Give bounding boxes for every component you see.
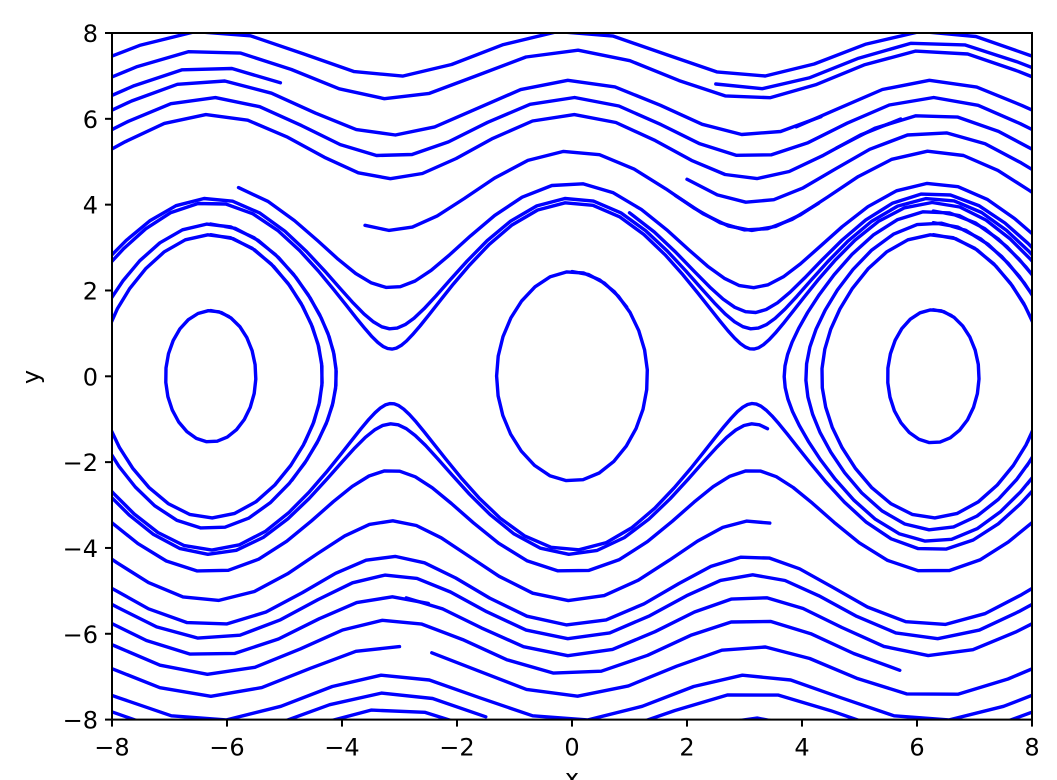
contour-curve — [112, 66, 283, 98]
contour-curve — [112, 422, 770, 556]
contour-curve — [112, 469, 1032, 573]
x-tick-label: −2 — [439, 734, 474, 762]
contour-curve — [112, 95, 1032, 158]
contour-curve — [112, 112, 903, 181]
contour-curve — [820, 233, 1032, 520]
contour-curve — [804, 221, 1032, 532]
x-tick-label: 4 — [794, 734, 809, 762]
contour-curve — [714, 41, 1032, 91]
y-tick-label: 4 — [83, 192, 98, 220]
y-tick-label: 6 — [83, 106, 98, 134]
contour-curve — [112, 691, 488, 720]
contour-curve — [236, 181, 1032, 290]
contour-curve — [112, 78, 823, 137]
contour-curve — [685, 131, 1032, 204]
x-axis-ticks: −8 −6 −4 −2 0 2 4 6 8 — [94, 719, 1040, 762]
y-tick-label: 8 — [83, 20, 98, 48]
x-tick-label: −4 — [324, 734, 359, 762]
y-axis-ticks: −8 −6 −4 −2 0 2 4 6 8 — [63, 20, 112, 735]
contour-curve — [794, 78, 1032, 129]
contour-curve — [834, 114, 1032, 152]
contour-curve — [782, 209, 1032, 543]
y-tick-label: 2 — [83, 277, 98, 305]
contour-curve — [112, 644, 402, 698]
contour-curve — [494, 269, 649, 483]
y-axis-label: y — [17, 370, 45, 384]
contour-curve — [112, 595, 430, 656]
contour-curve — [404, 596, 1032, 658]
contour-curve — [643, 693, 1032, 720]
y-tick-label: −4 — [63, 535, 98, 563]
x-tick-label: −6 — [209, 734, 244, 762]
contour-curve — [112, 222, 338, 530]
contour-curve — [112, 618, 902, 676]
x-tick-label: 8 — [1024, 734, 1039, 762]
contour-curve — [886, 308, 981, 445]
contour-curve — [430, 645, 1032, 698]
contour-curve — [112, 48, 1032, 101]
contour-curve — [627, 192, 1032, 315]
contour-curve — [112, 673, 1032, 720]
contour-curve — [112, 233, 324, 520]
contour-curve — [112, 401, 1032, 552]
y-tick-label: −8 — [63, 707, 98, 735]
contour-curve — [112, 33, 1032, 78]
contour-curve — [112, 200, 1032, 351]
x-tick-label: −8 — [94, 734, 129, 762]
contour-curve — [673, 149, 1032, 233]
x-tick-label: 6 — [909, 734, 924, 762]
contour-curve — [112, 196, 1032, 331]
contour-lines — [112, 33, 1032, 720]
x-tick-label: 0 — [564, 734, 579, 762]
x-tick-label: 2 — [679, 734, 694, 762]
y-tick-label: −2 — [63, 449, 98, 477]
contour-curve — [164, 308, 258, 444]
contour-curve — [112, 554, 1032, 627]
y-tick-label: −6 — [63, 621, 98, 649]
contour-curve — [328, 708, 454, 720]
contour-curve — [112, 519, 772, 603]
x-axis-label: x — [565, 764, 579, 780]
contour-curve — [112, 573, 1032, 641]
y-tick-label: 0 — [83, 363, 98, 391]
